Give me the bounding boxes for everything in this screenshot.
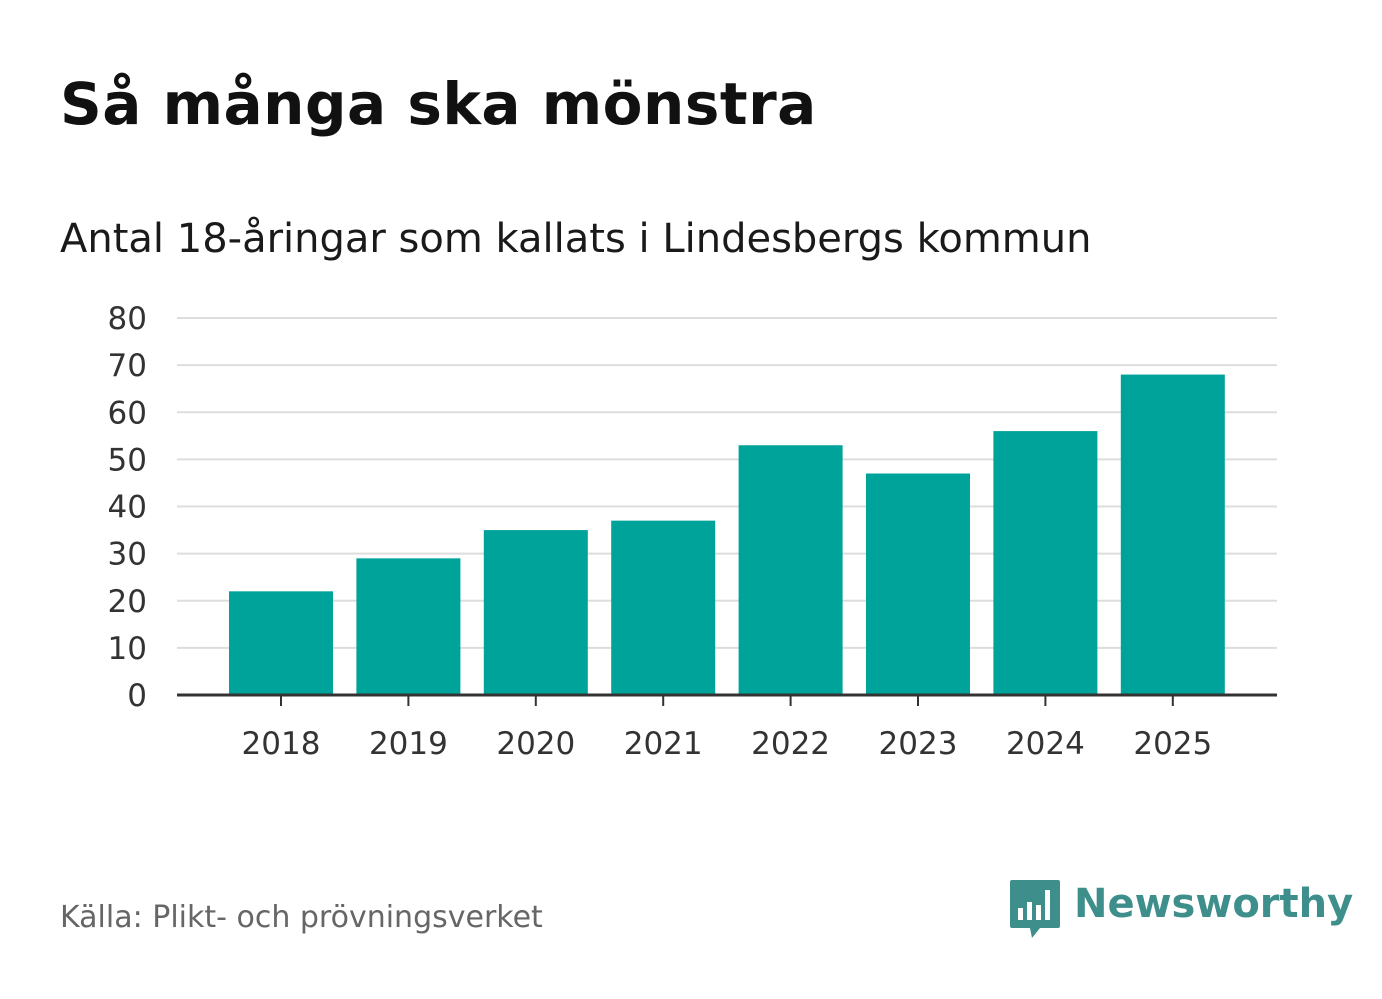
y-tick-label: 80: [108, 301, 147, 337]
chart-subtitle: Antal 18-åringar som kallats i Lindesber…: [60, 216, 1092, 262]
x-tick-label: 2022: [751, 726, 830, 762]
chart-title: Så många ska mönstra: [60, 70, 817, 138]
bars: [229, 374, 1225, 695]
x-tick-label: 2024: [1006, 726, 1085, 762]
bar-2025: [1120, 374, 1225, 695]
bar-2018: [229, 591, 333, 695]
bar-2022: [738, 445, 843, 695]
y-tick-label: 70: [108, 348, 147, 384]
x-tick-label: 2020: [496, 726, 575, 762]
y-tick-label: 0: [127, 678, 147, 714]
bar-2020: [483, 530, 588, 695]
y-tick-label: 60: [108, 395, 147, 431]
bar-2019: [356, 558, 461, 695]
x-tick-label: 2025: [1133, 726, 1212, 762]
y-tick-label: 50: [108, 442, 147, 478]
x-tick-label: 2018: [242, 726, 321, 762]
x-tick-label: 2019: [369, 726, 448, 762]
x-tick-label: 2023: [879, 726, 958, 762]
y-tick-label: 20: [108, 584, 147, 620]
gridlines: [177, 317, 1277, 649]
source-note: Källa: Plikt- och prövningsverket: [60, 900, 543, 935]
brand-name: Newsworthy: [1074, 881, 1354, 927]
y-tick-label: 10: [108, 631, 147, 667]
bar-2021: [611, 520, 716, 695]
axes: [177, 693, 1277, 706]
tick-labels: 0 10 20 30 40 50 60 70 80 2018 2019 2020 2021 2022 202…: [108, 301, 1213, 762]
speech-bubble-bar-chart-icon: [1010, 880, 1060, 938]
y-tick-label: 30: [108, 537, 147, 573]
x-tick-label: 2021: [624, 726, 703, 762]
bar-2023: [866, 473, 970, 695]
y-tick-label: 40: [108, 490, 147, 526]
bar-2024: [993, 431, 1098, 695]
brand-logo: Newsworthy: [1008, 878, 1353, 942]
